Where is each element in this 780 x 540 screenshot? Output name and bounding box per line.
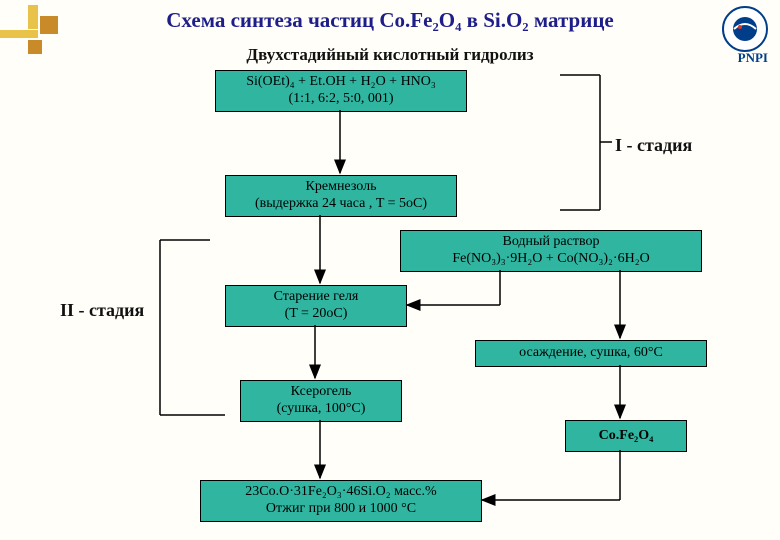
box-line: (сушка, 100°С) — [277, 401, 366, 418]
box-cofe: Co.Fe₂O₄ — [565, 420, 687, 452]
box-anneal: 23Co.O·31Fe₂O₃·46Si.O₂ масс.% Отжиг при … — [200, 480, 482, 522]
box-kremnezol: Кремнезоль (выдержка 24 часа , T = 5oC) — [225, 175, 457, 217]
box-precip: осаждение, сушка, 60°С — [475, 340, 707, 367]
box-line: осаждение, сушка, 60°С — [519, 345, 663, 362]
box-kserogel: Ксерогель (сушка, 100°С) — [240, 380, 402, 422]
box-aging: Старение геля (T = 20oC) — [225, 285, 407, 327]
box-line: Ксерогель — [291, 384, 352, 401]
stage-1-label: I - стадия — [615, 135, 692, 156]
box-line: Водный раствор — [502, 234, 599, 251]
pnpi-logo — [722, 6, 768, 52]
box-line: Старение геля — [274, 289, 359, 306]
box-line: Кремнезоль — [306, 179, 377, 196]
box-line: (1:1, 6:2, 5:0, 001) — [289, 91, 394, 108]
box-reaction: Si(OEt)₄ + Et.OH + H₂O + HNO₃ (1:1, 6:2,… — [215, 70, 467, 112]
box-line: (T = 20oC) — [285, 306, 348, 323]
pnpi-label: PNPI — [738, 50, 768, 66]
box-line: Fe(NO₃)₃·9H₂O + Co(NO₃)₂·6H₂O — [452, 251, 649, 268]
box-line: 23Co.O·31Fe₂O₃·46Si.O₂ масс.% — [245, 484, 436, 501]
page-subtitle: Двухстадийный кислотный гидролиз — [0, 45, 780, 65]
box-line: Co.Fe₂O₄ — [599, 428, 654, 445]
stage-2-label: II - стадия — [60, 300, 144, 321]
page-title: Схема синтеза частиц Co.Fe₂O₄ в Si.O₂ ма… — [0, 8, 780, 33]
box-water: Водный раствор Fe(NO₃)₃·9H₂O + Co(NO₃)₂·… — [400, 230, 702, 272]
box-line: Si(OEt)₄ + Et.OH + H₂O + HNO₃ — [246, 74, 436, 91]
box-line: Отжиг при 800 и 1000 °С — [266, 501, 416, 518]
box-line: (выдержка 24 часа , T = 5oC) — [255, 196, 427, 213]
